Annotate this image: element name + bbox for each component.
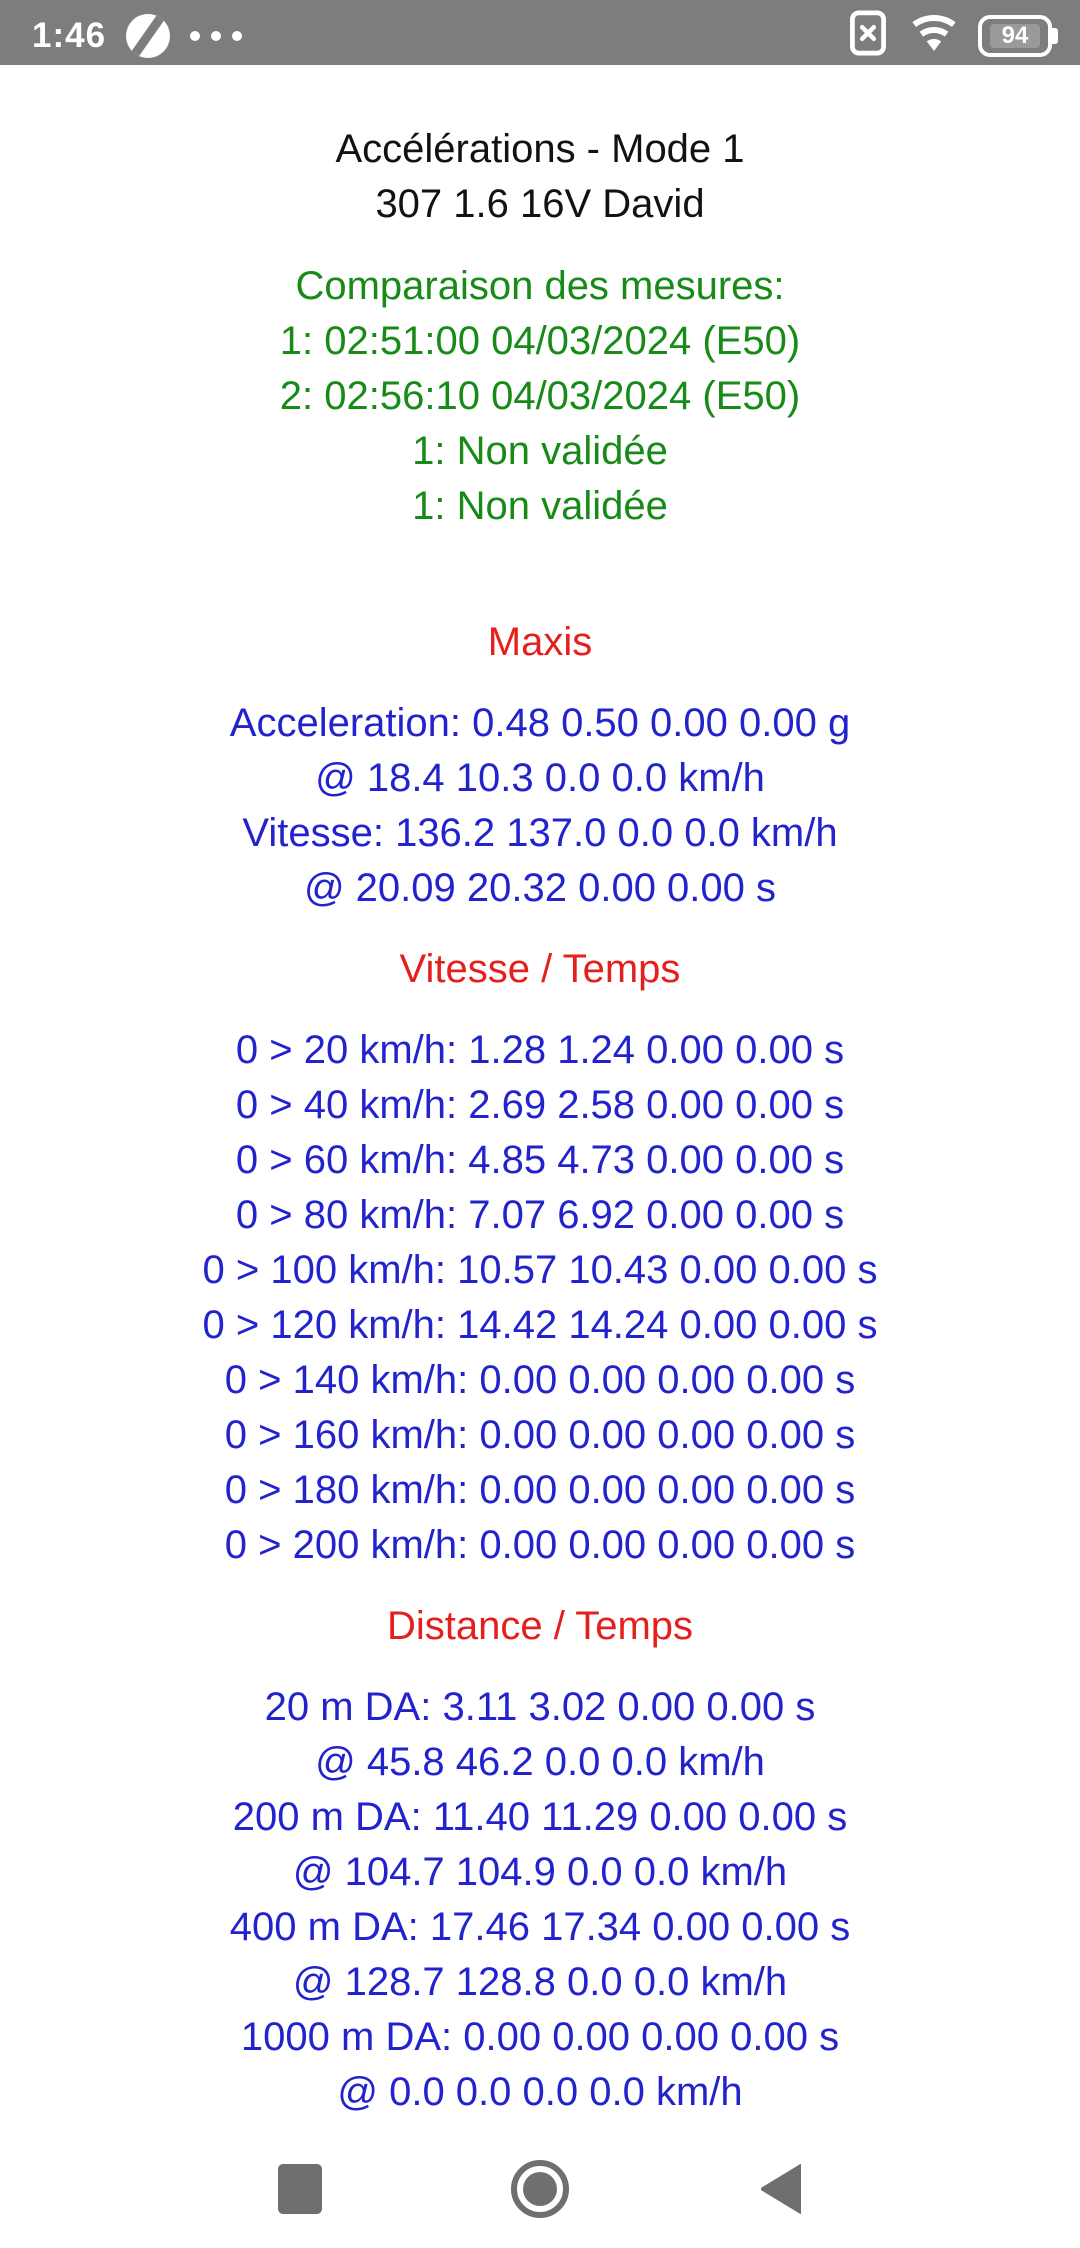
vitesse-temps-block: 0 > 20 km/h: 1.28 1.24 0.00 0.00 s 0 > 4… (0, 1023, 1080, 1573)
recents-square-icon (278, 2164, 322, 2214)
section-heading-distance-temps: Distance / Temps (386, 1604, 694, 1648)
measurement-line: 0 > 100 km/h: 10.57 10.43 0.00 0.00 s (202, 1248, 878, 1292)
comparison-line: 1: 02:51:00 04/03/2024 (E50) (279, 319, 801, 363)
measurement-line: 0 > 180 km/h: 0.00 0.00 0.00 0.00 s (224, 1468, 856, 1512)
battery-percent: 94 (990, 22, 1040, 49)
measurement-line: 0 > 40 km/h: 2.69 2.58 0.00 0.00 s (235, 1083, 845, 1127)
measurement-line: 0 > 80 km/h: 7.07 6.92 0.00 0.00 s (235, 1193, 845, 1237)
measurement-line: 400 m DA: 17.46 17.34 0.00 0.00 s (229, 1905, 851, 1949)
measurement-line: 200 m DA: 11.40 11.29 0.00 0.00 s (232, 1795, 848, 1839)
measurement-line: @ 20.09 20.32 0.00 0.00 s (303, 866, 777, 910)
recents-button[interactable] (265, 2154, 335, 2224)
comparison-heading: Comparaison des mesures: (295, 264, 785, 308)
measurement-line: 0 > 140 km/h: 0.00 0.00 0.00 0.00 s (224, 1358, 856, 1402)
screen-title-block: Accélérations - Mode 1 307 1.6 16V David (0, 122, 1080, 232)
measurement-line: @ 0.0 0.0 0.0 0.0 km/h (337, 2070, 743, 2114)
measurement-line: Vitesse: 136.2 137.0 0.0 0.0 km/h (242, 811, 838, 855)
circle-slash-icon (126, 13, 171, 58)
measurement-line: @ 128.7 128.8 0.0 0.0 km/h (292, 1960, 788, 2004)
measurement-line: @ 104.7 104.9 0.0 0.0 km/h (292, 1850, 788, 1894)
status-bar-left: 1:46 (32, 13, 243, 58)
measurement-line: Acceleration: 0.48 0.50 0.00 0.00 g (229, 701, 851, 745)
status-bar-right: 94 (846, 9, 1052, 62)
measurement-line: @ 18.4 10.3 0.0 0.0 km/h (315, 756, 765, 800)
measurement-line: 1000 m DA: 0.00 0.00 0.00 0.00 s (240, 2015, 840, 2059)
status-time: 1:46 (32, 15, 107, 55)
maxis-block: Acceleration: 0.48 0.50 0.00 0.00 g @ 18… (0, 696, 1080, 916)
measurement-line: 0 > 120 km/h: 14.42 14.24 0.00 0.00 s (202, 1303, 878, 1347)
app-content: Accélérations - Mode 1 307 1.6 16V David… (0, 122, 1080, 2120)
home-circle-icon (511, 2160, 569, 2218)
back-button[interactable] (745, 2154, 815, 2224)
measurement-line: 0 > 160 km/h: 0.00 0.00 0.00 0.00 s (224, 1413, 856, 1457)
comparison-line: 1: Non validée (412, 429, 668, 473)
measurement-line: 0 > 60 km/h: 4.85 4.73 0.00 0.00 s (235, 1138, 845, 1182)
measurement-line: 20 m DA: 3.11 3.02 0.00 0.00 s (264, 1685, 816, 1729)
measurement-line: 0 > 20 km/h: 1.28 1.24 0.00 0.00 s (235, 1028, 845, 1072)
measurement-line: 0 > 200 km/h: 0.00 0.00 0.00 0.00 s (224, 1523, 856, 1567)
sim-missing-icon (846, 9, 890, 62)
section-heading-maxis: Maxis (487, 620, 593, 664)
overflow-dots-icon (190, 30, 243, 41)
nav-bar (0, 2130, 1080, 2248)
comparison-line: 1: Non validée (412, 484, 668, 528)
section-heading-vitesse-temps: Vitesse / Temps (399, 947, 681, 991)
page-title: Accélérations - Mode 1 (335, 127, 745, 171)
distance-temps-block: 20 m DA: 3.11 3.02 0.00 0.00 s @ 45.8 46… (0, 1680, 1080, 2120)
home-button[interactable] (505, 2154, 575, 2224)
measurement-line: @ 45.8 46.2 0.0 0.0 km/h (315, 1740, 765, 1784)
vehicle-profile-name: 307 1.6 16V David (375, 182, 705, 226)
comparison-line: 2: 02:56:10 04/03/2024 (E50) (279, 374, 801, 418)
status-bar: 1:46 94 (0, 0, 1080, 65)
battery-icon: 94 (978, 14, 1052, 57)
back-triangle-icon (761, 2164, 801, 2214)
comparison-block: Comparaison des mesures: 1: 02:51:00 04/… (0, 259, 1080, 534)
wifi-icon (910, 9, 958, 62)
